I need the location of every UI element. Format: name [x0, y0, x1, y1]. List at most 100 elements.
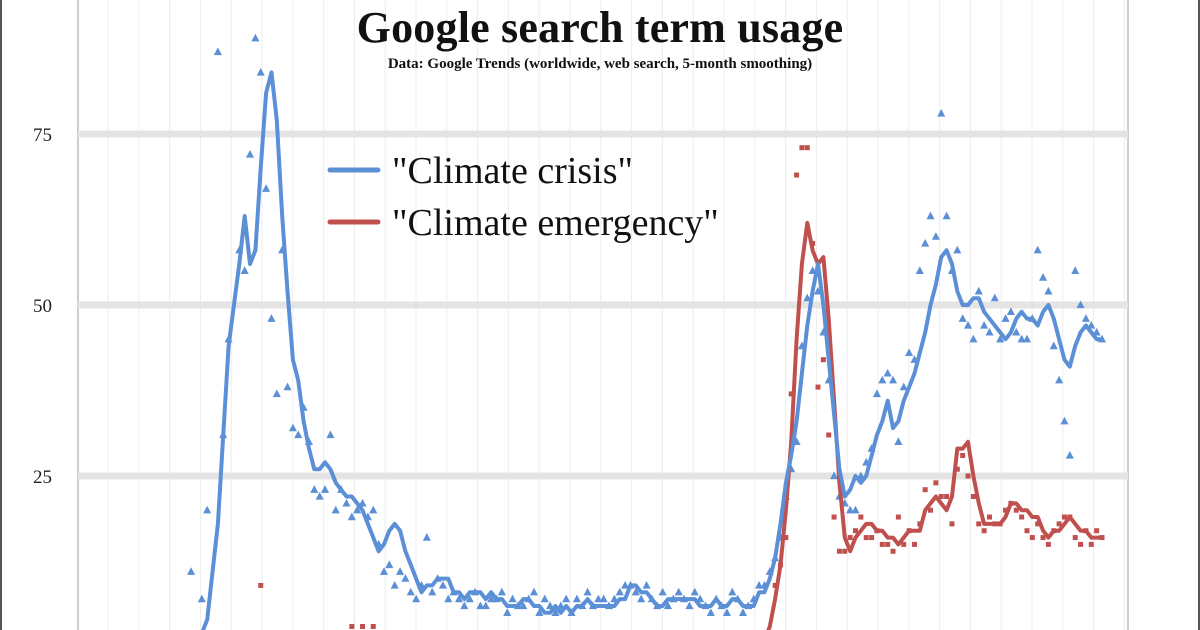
- crisis-data-point: [996, 334, 1005, 343]
- crisis-data-point: [385, 560, 394, 569]
- emergency-data-point: [370, 623, 376, 629]
- emergency-data-point: [858, 514, 864, 520]
- crisis-data-point: [503, 608, 512, 616]
- crisis-data-point: [272, 389, 281, 398]
- crisis-data-point: [412, 594, 421, 603]
- crisis-data-point: [283, 382, 292, 391]
- crisis-data-point: [1017, 334, 1026, 343]
- y-tick-label: 25: [33, 467, 52, 488]
- crisis-data-point: [572, 594, 581, 603]
- crisis-data-point: [562, 594, 571, 603]
- legend-label-emergency: "Climate emergency": [392, 202, 719, 244]
- crisis-data-point: [465, 594, 474, 603]
- crisis-data-point: [310, 485, 319, 493]
- emergency-data-point: [853, 528, 859, 534]
- emergency-data-point: [981, 528, 987, 534]
- crisis-data-point: [722, 608, 731, 616]
- emergency-data-point: [842, 548, 848, 554]
- crisis-data-point: [637, 594, 646, 603]
- emergency-data-point: [360, 623, 366, 629]
- crisis-data-point: [438, 580, 447, 589]
- emergency-data-point: [1045, 541, 1051, 547]
- emergency-data-point: [890, 548, 896, 554]
- emergency-data-point: [879, 541, 885, 547]
- y-tick-label: 75: [33, 125, 52, 146]
- emergency-data-point: [1094, 528, 1100, 534]
- crisis-data-point: [963, 321, 973, 329]
- crisis-data-point: [267, 314, 276, 322]
- emergency-data-point: [1072, 535, 1078, 541]
- crisis-data-point: [915, 266, 924, 274]
- crisis-data-point: [497, 587, 506, 596]
- emergency-data-point: [783, 535, 789, 541]
- crisis-data-point: [1001, 314, 1010, 322]
- emergency-data-point: [772, 582, 778, 588]
- emergency-data-point: [1029, 535, 1035, 541]
- crisis-data-point: [315, 492, 324, 500]
- emergency-data-point: [788, 391, 794, 397]
- crisis-data-point: [594, 594, 603, 603]
- emergency-data-point: [836, 548, 842, 554]
- crisis-data-point: [1022, 334, 1032, 343]
- crisis-data-point: [851, 505, 860, 514]
- crisis-data-point: [294, 430, 303, 439]
- crisis-data-point: [406, 587, 415, 596]
- crisis-data-point: [262, 184, 271, 192]
- emergency-data-point: [804, 145, 810, 151]
- emergency-data-point: [1056, 521, 1062, 527]
- emergency-series-line: [766, 220, 1104, 630]
- crisis-data-point: [926, 211, 935, 220]
- emergency-data-point: [933, 480, 939, 486]
- y-tick-label: 50: [33, 296, 52, 317]
- crisis-data-point: [396, 567, 405, 575]
- emergency-data-point: [815, 384, 821, 390]
- crisis-data-point: [1065, 450, 1074, 459]
- crisis-data-point: [894, 437, 903, 445]
- emergency-data-point: [820, 357, 826, 363]
- emergency-data-point: [1024, 528, 1030, 534]
- crisis-data-point: [899, 382, 908, 391]
- crisis-data-point: [379, 567, 389, 575]
- emergency-data-point: [895, 514, 901, 520]
- emergency-data-point: [944, 494, 950, 500]
- crisis-data-point: [460, 601, 469, 610]
- emergency-data-point: [885, 541, 891, 547]
- crisis-data-point: [401, 574, 410, 582]
- crisis-data-point: [342, 498, 351, 507]
- crisis-data-point: [256, 67, 265, 76]
- emergency-data-point: [1003, 507, 1009, 513]
- crisis-data-point: [969, 334, 978, 343]
- crisis-data-point: [583, 587, 592, 596]
- crisis-data-point: [197, 594, 206, 603]
- crisis-data-point: [240, 266, 249, 274]
- crisis-data-point: [942, 211, 951, 220]
- crisis-data-point: [905, 348, 914, 357]
- crisis-data-point: [288, 423, 297, 432]
- crisis-data-point: [1044, 286, 1053, 295]
- crisis-data-point: [481, 601, 490, 610]
- crisis-data-point: [883, 368, 892, 377]
- crisis-data-point: [728, 587, 737, 596]
- crisis-data-point: [658, 587, 667, 596]
- emergency-data-point: [1088, 541, 1094, 547]
- emergency-data-point: [1035, 521, 1041, 527]
- crisis-data-point: [872, 389, 881, 398]
- crisis-data-point: [353, 505, 362, 514]
- crisis-data-point: [1076, 300, 1085, 309]
- crisis-data-point: [888, 375, 898, 384]
- crisis-data-point: [1060, 416, 1069, 425]
- crisis-data-point: [331, 505, 340, 514]
- emergency-data-point: [901, 541, 907, 547]
- crisis-data-point: [931, 232, 940, 240]
- emergency-data-point: [949, 521, 955, 527]
- crisis-data-point: [369, 505, 378, 514]
- crisis-series-line: [200, 70, 1104, 630]
- crisis-data-point: [738, 608, 748, 616]
- crisis-data-point: [974, 286, 983, 295]
- crisis-data-point: [444, 594, 453, 603]
- crisis-data-point: [326, 430, 335, 439]
- crisis-data-point: [846, 505, 855, 514]
- crisis-data-point: [390, 580, 399, 589]
- crisis-data-point: [674, 587, 683, 596]
